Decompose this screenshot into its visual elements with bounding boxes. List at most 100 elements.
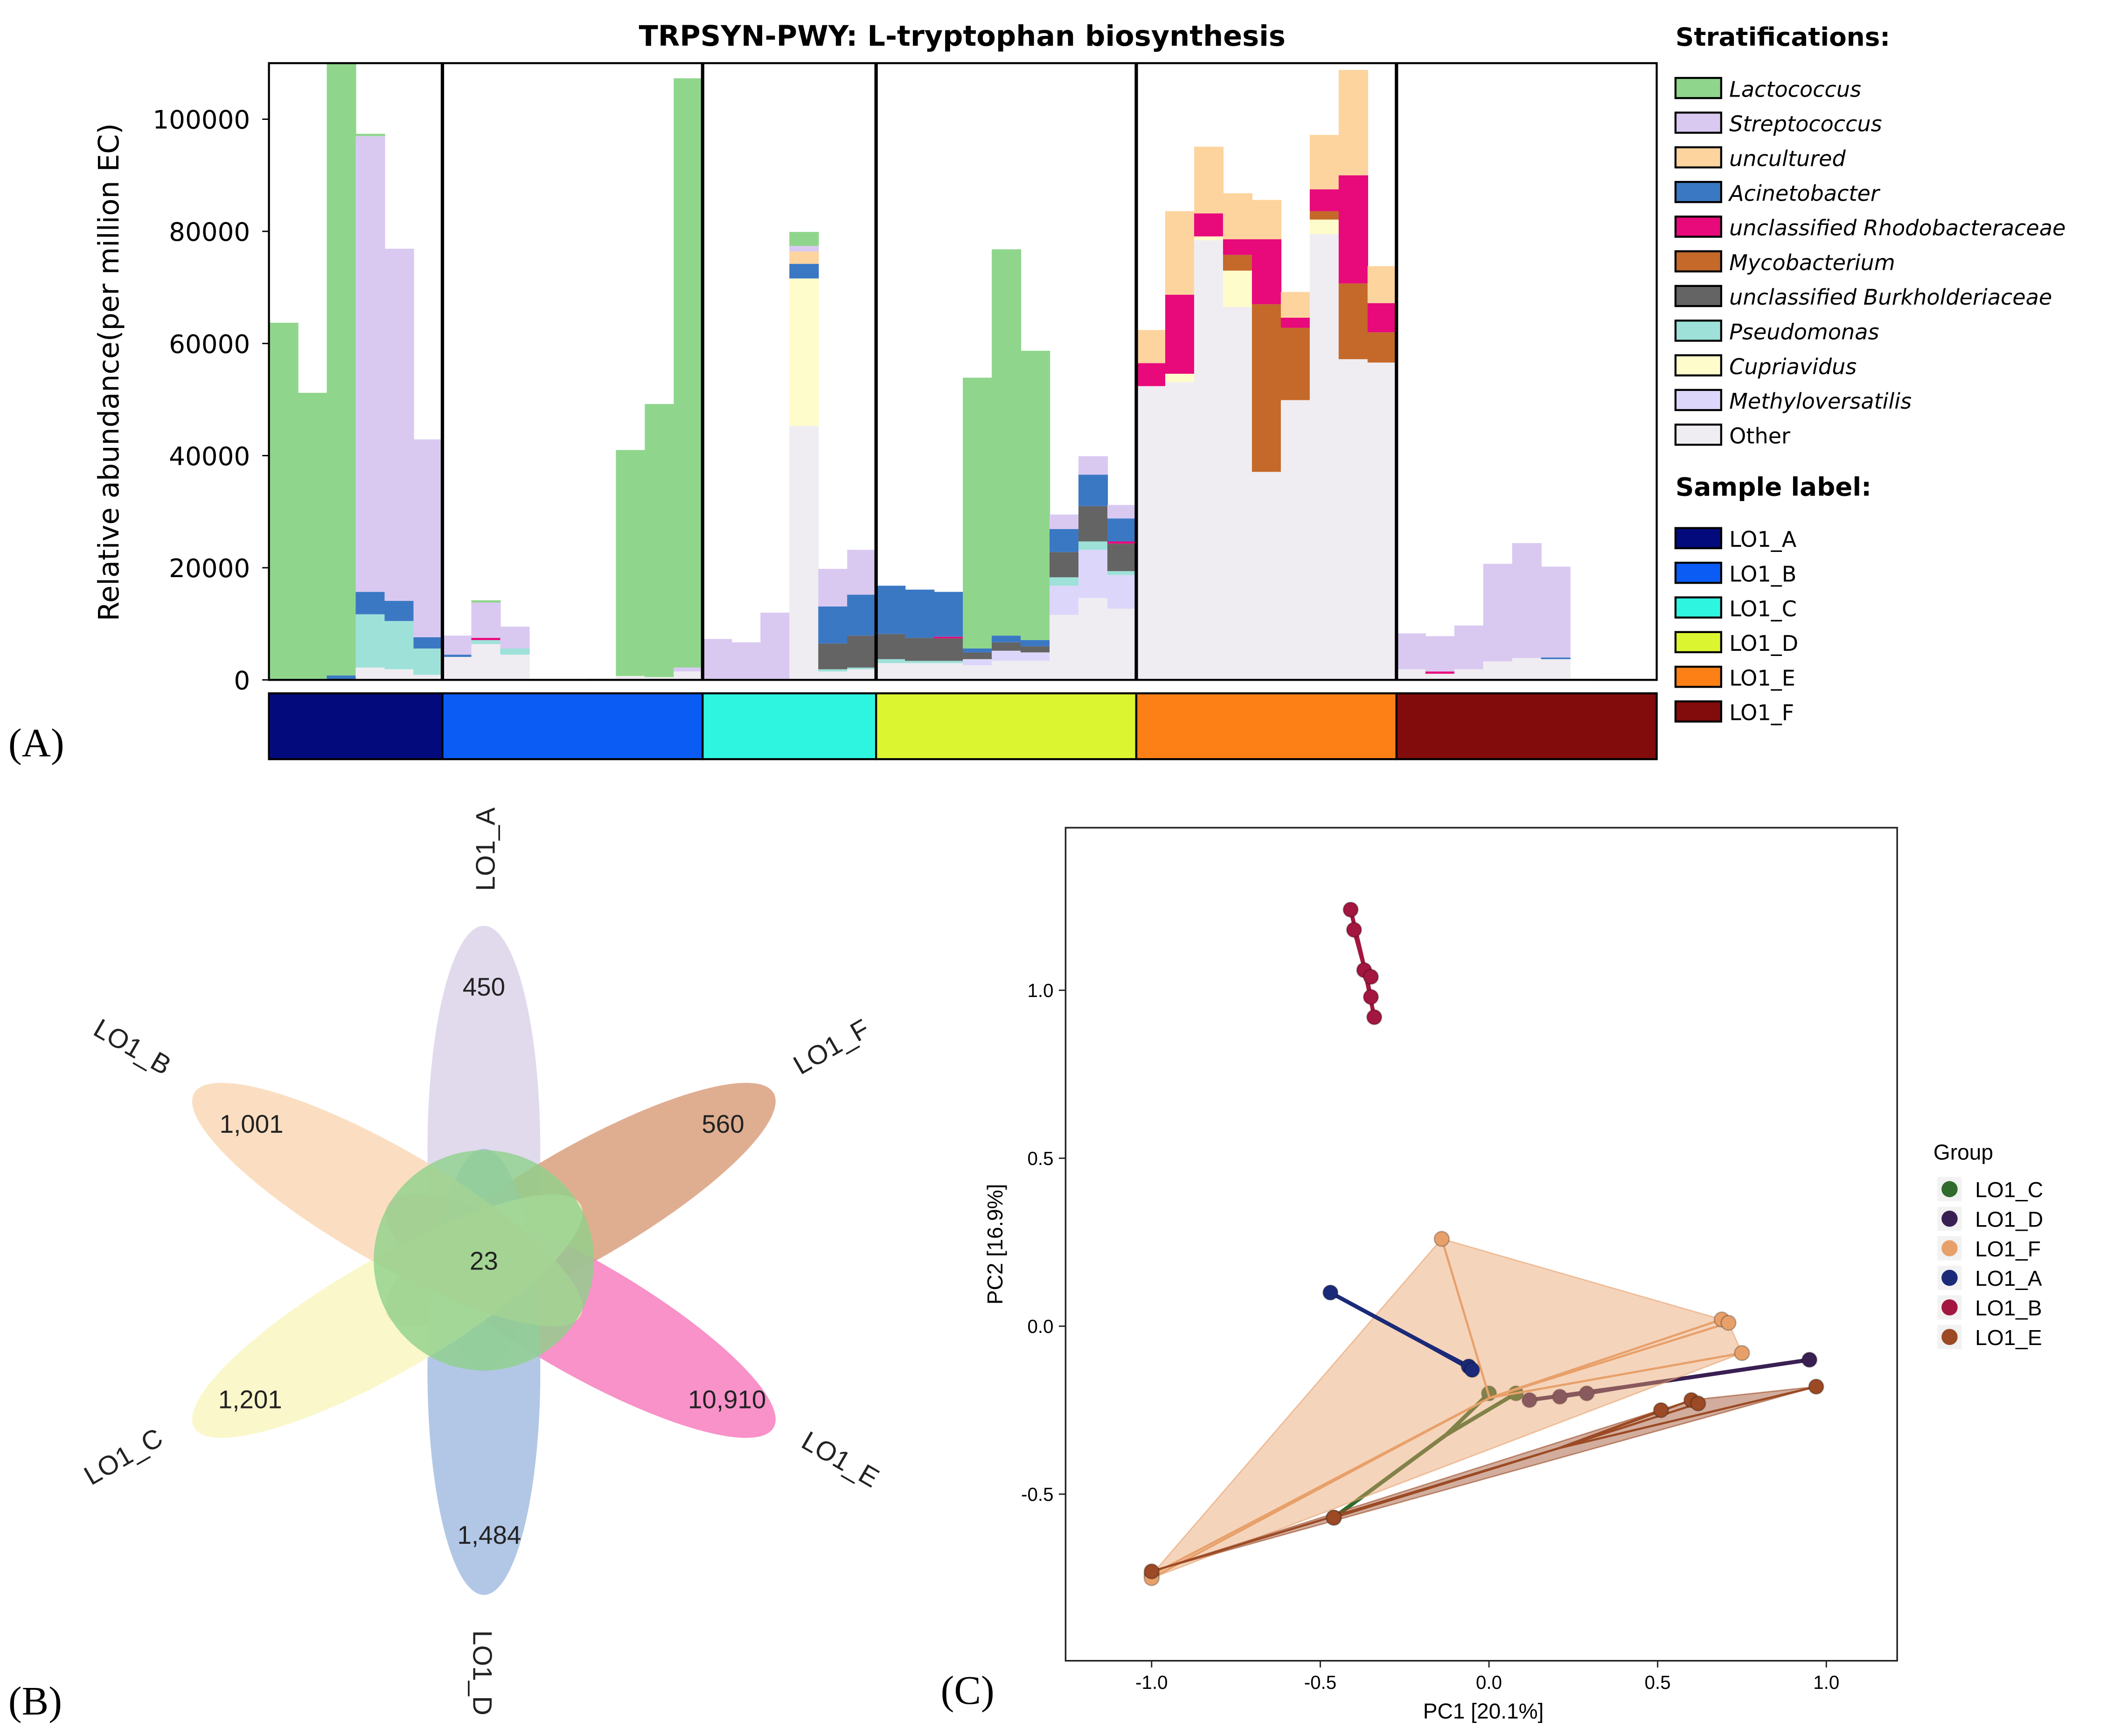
legend-marker — [1941, 1299, 1958, 1316]
pcoa-point — [1579, 1385, 1595, 1401]
bar-segment-uncultured — [1165, 211, 1195, 295]
bar-segment-acinetobacter — [847, 594, 877, 636]
bar-segment-other — [674, 671, 703, 680]
legend-swatch — [1674, 250, 1723, 272]
pcoa-spider-line — [1558, 1402, 1699, 1450]
bar-LO1_E-5 — [1252, 200, 1282, 680]
bar-LO1_A-3 — [327, 63, 356, 680]
legend-swatch — [1674, 700, 1723, 723]
x-tick-label: 0.5 — [1645, 1672, 1671, 1693]
bar-segment-acinetobacter — [876, 586, 906, 634]
legend-swatch — [1674, 354, 1723, 376]
bar-segment-other — [1425, 674, 1455, 680]
bar-segment-uncultured — [1309, 135, 1339, 189]
bar-segment-other — [789, 425, 819, 680]
bar-LO1_A-6 — [413, 439, 443, 680]
sample-strip-LO1_B — [441, 692, 704, 760]
venn-core-count: 23 — [470, 1247, 498, 1276]
bar-LO1_D-7 — [1050, 514, 1079, 680]
bar-segment-streptococcus — [1483, 564, 1513, 662]
panel-label-b: (B) — [8, 1679, 62, 1723]
bar-segment-other — [384, 669, 414, 680]
bar-segment-unclassified-rhodobacteraceae — [1425, 671, 1455, 674]
bar-LO1_A-4 — [355, 133, 385, 680]
bar-segment-acinetobacter — [789, 264, 819, 279]
bar-segment-unclassified-rhodobacteraceae — [1223, 239, 1253, 255]
bar-segment-uncultured — [1280, 292, 1311, 318]
legend-item-label: LO1_B — [1729, 561, 1796, 586]
pcoa-point — [1143, 1563, 1160, 1580]
bar-segment-unclassified-burkholderiaceae — [963, 652, 993, 659]
pcoa-spider-line — [1445, 1392, 1491, 1436]
bar-segment-other — [818, 671, 848, 680]
legend-swatch — [1674, 146, 1723, 169]
bar-segment-other — [500, 655, 530, 680]
bar-LO1_B-9 — [674, 78, 703, 680]
bar-segment-mycobacterium — [1309, 211, 1339, 220]
pcoa-point — [1342, 901, 1359, 918]
venn-set-label: LO1_C — [79, 1422, 168, 1491]
x-tick-label: -1.0 — [1135, 1672, 1168, 1693]
bar-segment-uncultured — [1223, 193, 1253, 239]
bar-segment-other — [1280, 400, 1311, 680]
bar-segment-uncultured — [1252, 200, 1282, 239]
legend-item-label: Acinetobacter — [1728, 181, 1881, 206]
y-tick-label: 100000 — [153, 105, 250, 135]
sample-legend-title: Sample label: — [1676, 472, 1871, 502]
legend-item-label: LO1_A — [1975, 1266, 2042, 1290]
legend-item-label: LO1_E — [1729, 665, 1795, 690]
bar-segment-lactococcus — [1021, 350, 1050, 640]
venn-unique-count: 450 — [463, 972, 505, 1001]
bar-segment-methyloversatilis — [1107, 575, 1137, 609]
pcoa-point — [1464, 1361, 1481, 1378]
legend-item-label: LO1_B — [1975, 1296, 2042, 1320]
bar-segment-unclassified-rhodobacteraceae — [1194, 213, 1224, 237]
bar-LO1_E-8 — [1338, 70, 1368, 680]
bar-LO1_C-4 — [789, 232, 819, 680]
bar-segment-mycobacterium — [1252, 304, 1282, 472]
bar-segment-uncultured — [1367, 266, 1397, 303]
bar-LO1_B-3 — [500, 627, 530, 680]
bar-LO1_D-3 — [934, 592, 964, 680]
bar-segment-lactococcus — [298, 393, 327, 680]
bar-segment-unclassified-rhodobacteraceae — [1309, 189, 1339, 211]
legend-marker — [1941, 1210, 1958, 1227]
pcoa-point — [1366, 1009, 1383, 1025]
bar-segment-unclassified-burkholderiaceae — [818, 643, 848, 669]
legend-marker — [1941, 1181, 1958, 1198]
bar-segment-acinetobacter — [442, 655, 472, 657]
pcoa-spider-line — [1445, 1391, 1517, 1437]
pcoa-point — [1363, 969, 1379, 985]
pcoa-spider-line — [1558, 1385, 1817, 1450]
sample-strip-LO1_D — [875, 692, 1138, 760]
bar-LO1_C-6 — [847, 550, 877, 680]
bar-LO1_D-9 — [1107, 505, 1137, 680]
bar-segment-other — [471, 644, 501, 680]
venn-set-label: LO1_E — [797, 1426, 884, 1493]
pcoa-frame — [1064, 827, 1898, 1662]
bar-LO1_B-2 — [471, 600, 501, 680]
panel-label-c: (C) — [941, 1668, 994, 1713]
bar-segment-other — [1194, 240, 1224, 680]
pcoa-legend: LO1_C LO1_D LO1_F LO1_A LO1_B LO1_E — [1937, 1177, 2043, 1350]
bar-LO1_F-2 — [1425, 636, 1455, 680]
bar-LO1_F-3 — [1454, 625, 1484, 680]
pcoa-legend-title: Group — [1933, 1140, 1993, 1164]
pcoa-point — [1363, 989, 1379, 1005]
bar-LO1_E-2 — [1165, 211, 1195, 680]
bar-segment-streptococcus — [818, 569, 848, 607]
venn-set-label: LO1_A — [471, 807, 501, 891]
bar-segment-unclassified-rhodobacteraceae — [1107, 541, 1137, 544]
bar-segment-unclassified-burkholderiaceae — [992, 642, 1022, 651]
bar-segment-streptococcus — [1396, 633, 1426, 669]
bar-LO1_B-1 — [442, 635, 472, 680]
pcoa-point — [1433, 1231, 1450, 1247]
bar-segment-unclassified-rhodobacteraceae — [1338, 175, 1368, 284]
y-tick-label: 20000 — [169, 553, 250, 583]
bar-segment-acinetobacter — [934, 592, 964, 637]
legend-item-label: unclassified Rhodobacteraceae — [1729, 216, 2065, 241]
bar-segment-acinetobacter — [327, 675, 356, 680]
bar-LO1_C-1 — [702, 639, 732, 680]
bar-LO1_D-5 — [992, 249, 1022, 680]
